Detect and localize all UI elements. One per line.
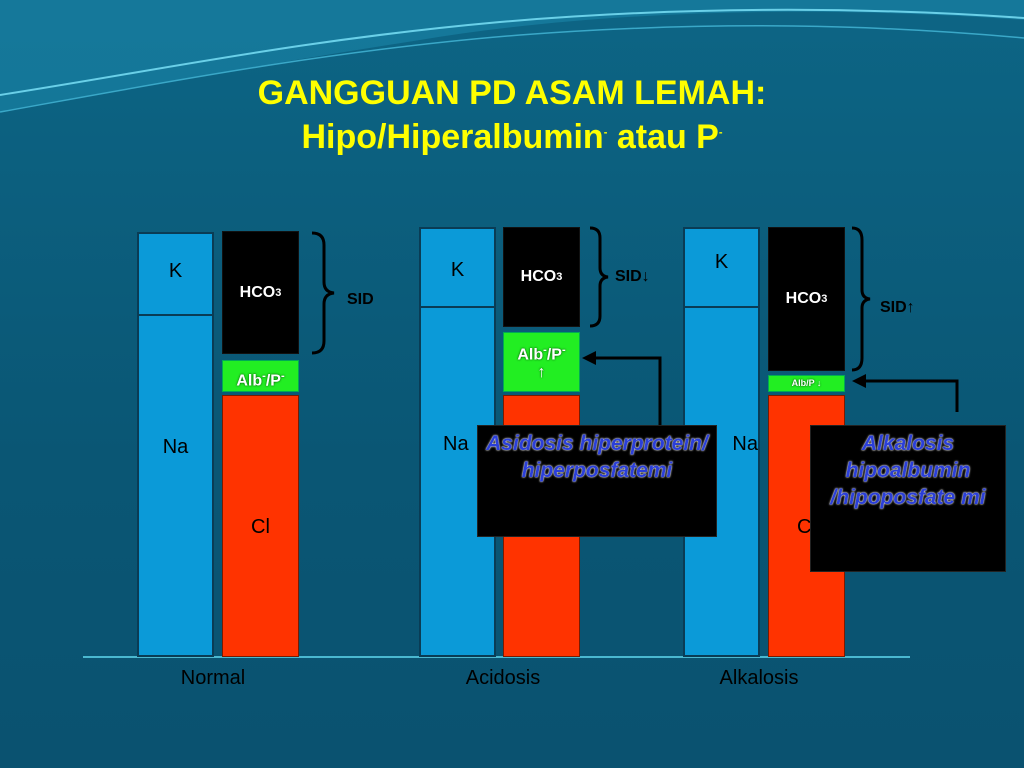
hco3-block: HCO 3 <box>503 227 580 327</box>
hco3-sub: 3 <box>275 286 282 299</box>
brace <box>589 226 609 328</box>
title-text: Hipo/Hiperalbumin <box>301 118 604 156</box>
callout: Asidosis hiperprotein/ hiperposfatemi <box>477 425 717 537</box>
title-line: Hipo/Hiperalbumin- atau P- <box>0 118 1024 157</box>
title-line: GANGGUAN PD ASAM LEMAH: <box>257 74 767 112</box>
na-label: Na <box>443 433 469 455</box>
hco3-block: HCO 3 <box>768 227 845 371</box>
alb-block: Alb-/P- ↑ <box>503 332 580 392</box>
arrow <box>592 356 662 425</box>
brace <box>311 231 335 355</box>
k-block: K <box>419 227 496 308</box>
sid-label: SID↑ <box>880 299 915 316</box>
cl-block: Cl <box>222 395 299 657</box>
arrow <box>862 379 959 412</box>
arrowhead <box>852 374 866 388</box>
group-label: Normal <box>180 667 246 689</box>
alb-block: Alb-/P- <box>222 360 299 392</box>
sid-label: SID↓ <box>615 268 650 285</box>
hco3-text: HCO <box>239 283 276 301</box>
cl-label: Cl <box>251 516 270 538</box>
title-text: atau P <box>607 118 719 156</box>
alb-arrow: ↑ <box>537 364 546 382</box>
alb-sup: - <box>543 344 547 356</box>
alb-text: Alb <box>236 372 263 390</box>
brace <box>851 226 871 372</box>
k-block: K <box>683 227 760 308</box>
alb-sup: - <box>262 370 266 382</box>
group-label: Alkalosis <box>719 667 799 689</box>
k-label: K <box>450 259 465 281</box>
wave-line <box>0 8 1024 96</box>
wave-line <box>0 25 1024 113</box>
alb-block: Alb/P ↓ <box>768 375 845 392</box>
na-block: Na <box>137 314 214 657</box>
hco3-block: HCO 3 <box>222 231 299 354</box>
na-label: Na <box>162 436 189 458</box>
alb-text: Alb <box>517 346 544 364</box>
sid-label: SID <box>347 291 374 308</box>
na-label: Na <box>732 433 758 455</box>
hco3-text: HCO <box>520 268 557 285</box>
alb-text: /P <box>265 372 281 390</box>
title-sup: - <box>603 126 608 139</box>
hco3-sub: 3 <box>556 271 563 283</box>
title-sup: - <box>718 126 723 139</box>
wave <box>0 0 1024 112</box>
hco3-sub: 3 <box>821 293 828 305</box>
group-label: Acidosis <box>465 667 541 689</box>
hco3-text: HCO <box>785 290 822 307</box>
alb-text: Alb/P ↓ <box>791 378 822 388</box>
alb-text: /P <box>546 346 562 364</box>
alb-sup: - <box>561 344 566 356</box>
arrowhead <box>582 351 596 365</box>
callout: Alkalosis hipoalbumin /hipoposfate mi <box>810 425 1006 572</box>
alb-sup: - <box>280 370 285 382</box>
k-block: K <box>137 232 214 316</box>
k-label: K <box>168 260 183 282</box>
k-label: K <box>714 251 729 273</box>
